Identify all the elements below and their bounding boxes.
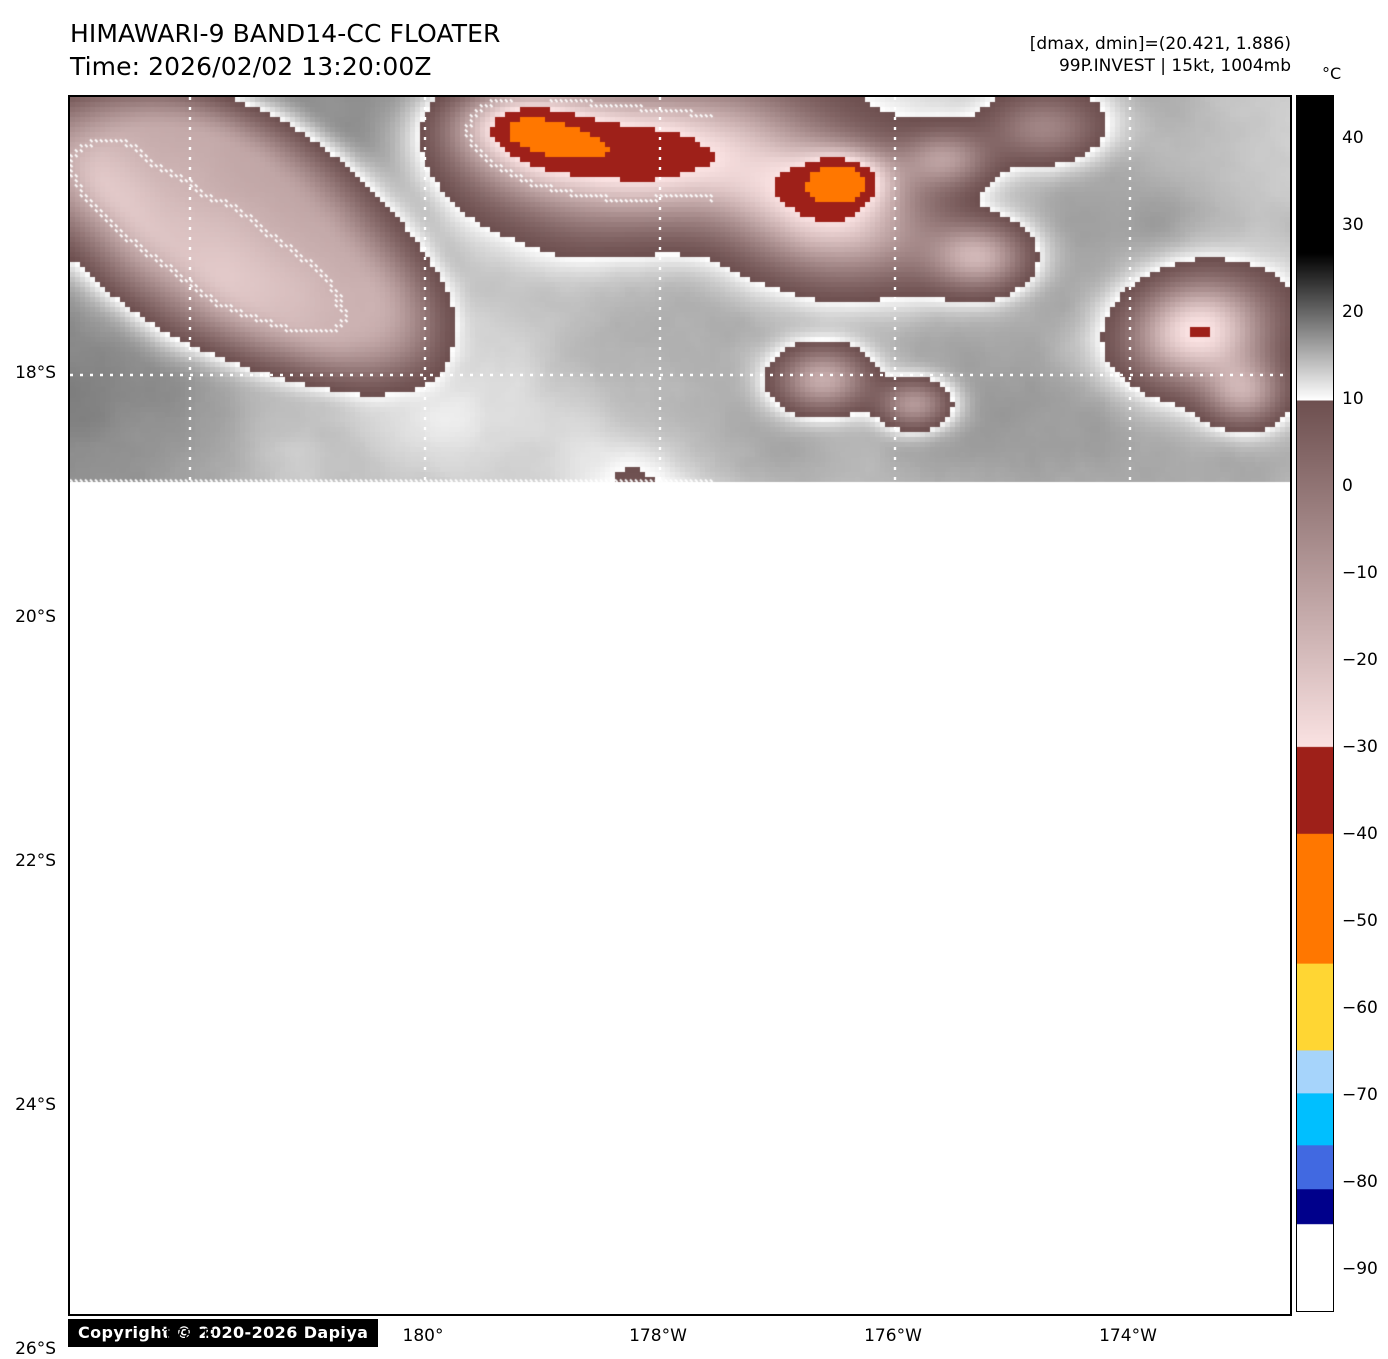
colorbar-tick--10: −10 [1342,563,1378,584]
y-tick-26°S: 26°S [15,1339,56,1359]
dmax-dmin-label: [dmax, dmin]=(20.421, 1.886) [1029,34,1291,54]
colorbar-tick--30: −30 [1342,736,1378,757]
x-tick-174°W: 174°W [1099,1326,1157,1346]
figure-header-left: HIMAWARI-9 BAND14-CC FLOATER Time: 2026/… [70,18,501,83]
infrared-brightness-temperature-raster [70,97,1290,1314]
y-tick-18°S: 18°S [15,363,56,383]
colorbar-tick--70: −70 [1342,1084,1378,1105]
colorbar-tick--50: −50 [1342,910,1378,931]
timestamp-label: Time: 2026/02/02 13:20:00Z [70,51,432,81]
x-tick-180°: 180° [402,1326,444,1346]
x-tick-176°W: 176°W [864,1326,922,1346]
colorbar-tick--40: −40 [1342,823,1378,844]
colorbar-tick--20: −20 [1342,650,1378,671]
page-title: HIMAWARI-9 BAND14-CC FLOATER [70,19,501,48]
temperature-colorbar[interactable] [1296,95,1334,1312]
colorbar-tick-30: 30 [1342,215,1364,236]
colorbar-tick-40: 40 [1342,128,1364,149]
y-tick-22°S: 22°S [15,851,56,871]
x-tick-178°W: 178°W [629,1326,687,1346]
x-tick-178°E: 178°E [162,1326,214,1346]
colorbar-tick-0: 0 [1342,476,1353,497]
figure-header-right: [dmax, dmin]=(20.421, 1.886) 99P.INVEST … [1030,33,1291,78]
colorbar-tick--80: −80 [1342,1171,1378,1192]
y-tick-24°S: 24°S [15,1095,56,1115]
y-tick-20°S: 20°S [15,607,56,627]
colorbar-gradient [1296,95,1334,1312]
colorbar-unit-label: °C [1322,64,1342,83]
satellite-map-panel[interactable] [68,95,1292,1316]
colorbar-tick--60: −60 [1342,997,1378,1018]
colorbar-tick--90: −90 [1342,1258,1378,1279]
colorbar-tick-20: 20 [1342,302,1364,323]
copyright-badge: Copyright © 2020-2026 Dapiya [68,1319,379,1347]
storm-info-label: 99P.INVEST | 15kt, 1004mb [1058,56,1291,77]
colorbar-tick-10: 10 [1342,389,1364,410]
